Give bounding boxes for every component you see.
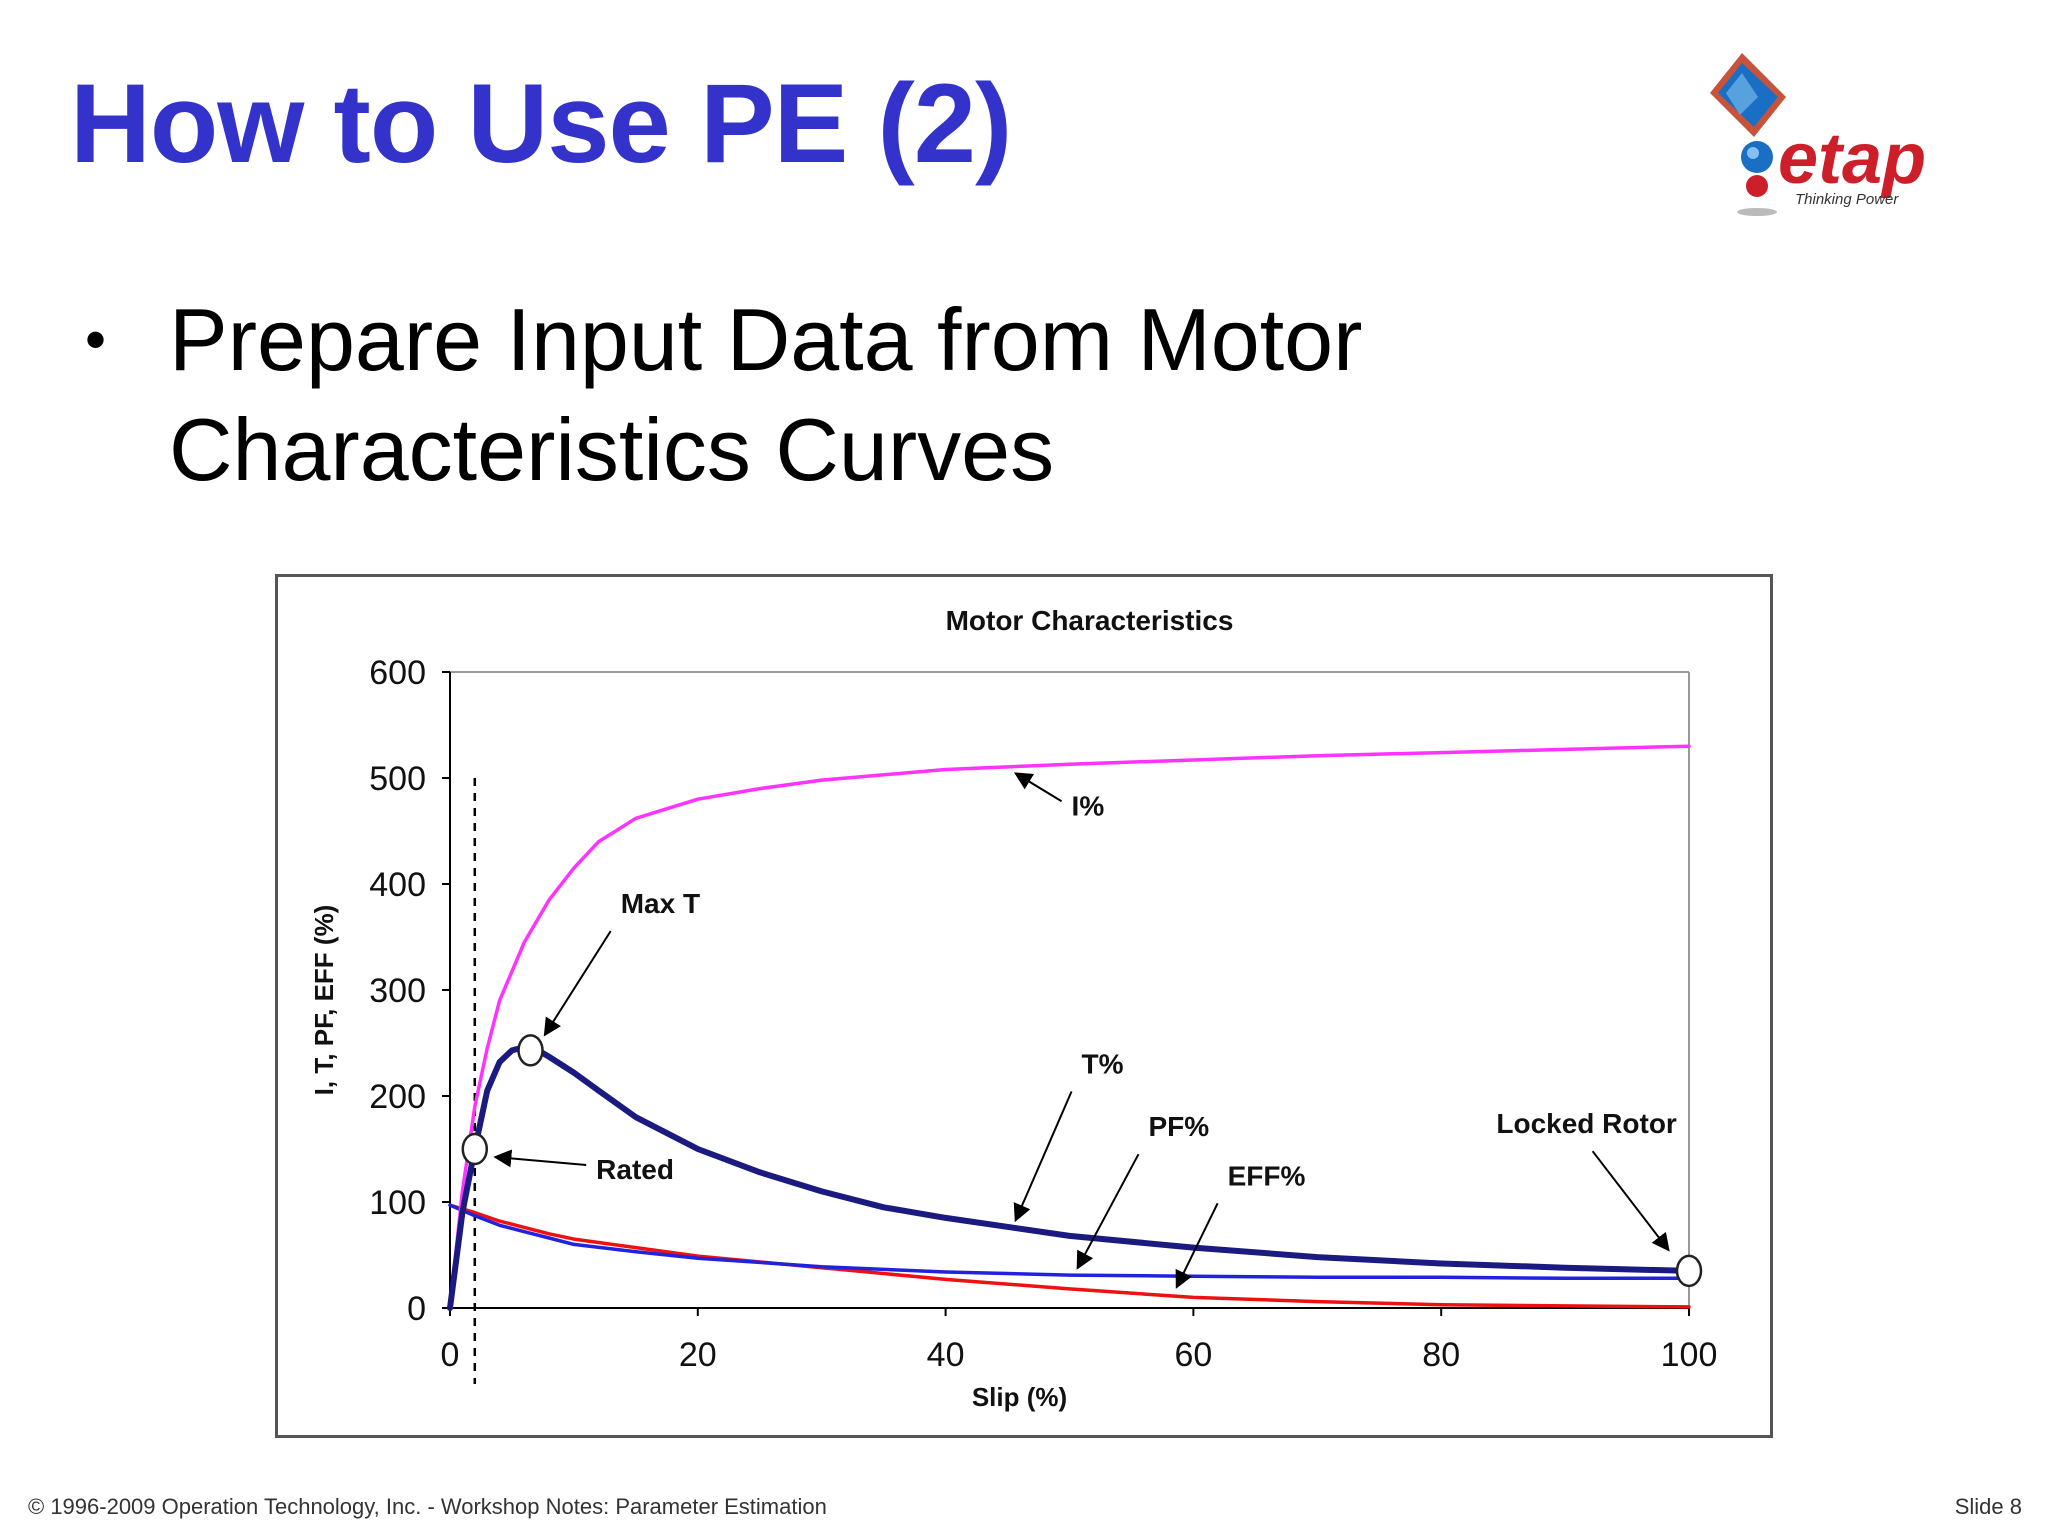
x-tick-label: 40 [927,1336,965,1374]
chart-title: Motor Characteristics [946,605,1234,636]
annotation-label-pf-pct: PF% [1149,1111,1210,1142]
marker-max-t [517,1034,544,1067]
marker-rated [461,1132,489,1166]
series-line-i-pct [448,744,1691,1310]
y-tick-label: 200 [369,1078,426,1116]
series-line-eff-pct [448,1203,1691,1309]
bullet-dot-icon: • [85,306,107,373]
motor-characteristics-chart: Motor Characteristics0100200300400500600… [309,605,1718,1412]
annotation-arrow-rated [493,1149,587,1168]
x-tick-label: 80 [1422,1336,1460,1374]
etap-logo: etap Thinking Power [1710,53,1926,216]
x-axis-label: Slip (%) [972,1382,1067,1412]
marker-locked-rotor [1675,1254,1703,1288]
annotation-label-max-t: Max T [621,888,700,919]
chart-frame [275,574,1773,1438]
series-line-t-pct [447,1044,1692,1311]
annotation-label-eff-pct: EFF% [1228,1160,1306,1191]
y-tick-label: 600 [369,654,426,692]
annotation-arrow-i-pct [1014,772,1063,803]
x-tick-label: 100 [1661,1336,1718,1374]
y-tick-label: 0 [407,1290,426,1328]
y-axis-label: I, T, PF, EFF (%) [309,905,339,1096]
slide-number: Slide 8 [1954,1494,2022,1519]
series-line-pf-pct [448,1203,1691,1281]
bullet-list: • Prepare Input Data from Motor Characte… [85,285,1485,505]
annotation-label-t-pct: T% [1082,1049,1124,1080]
x-tick-label: 20 [679,1336,717,1374]
y-tick-label: 500 [369,760,426,798]
annotation-arrow-pf-pct [1076,1153,1140,1270]
etap-tagline: Thinking Power [1795,191,1899,208]
etap-logo-icon [1710,53,1786,216]
annotation-arrow-max-t [543,930,612,1037]
x-tick-label: 60 [1174,1336,1212,1374]
annotation-arrow-eff-pct [1175,1202,1219,1289]
annotation-label-rated: Rated [596,1154,674,1185]
annotation-arrow-locked-rotor [1591,1150,1670,1252]
y-tick-label: 300 [369,972,426,1010]
x-tick-label: 0 [441,1336,460,1374]
footer-copyright: © 1996-2009 Operation Technology, Inc. -… [28,1494,827,1519]
slide-title: How to Use PE (2) [70,61,1012,186]
annotation-arrow-t-pct [1013,1091,1073,1223]
bullet-item: • Prepare Input Data from Motor Characte… [85,285,1485,505]
y-tick-label: 100 [369,1184,426,1222]
annotation-label-i-pct: I% [1072,790,1105,821]
y-tick-label: 400 [369,866,426,904]
etap-wordmark: etap [1778,119,1926,199]
bullet-text: Prepare Input Data from Motor Characteri… [169,290,1363,499]
annotation-label-locked-rotor: Locked Rotor [1496,1108,1677,1139]
